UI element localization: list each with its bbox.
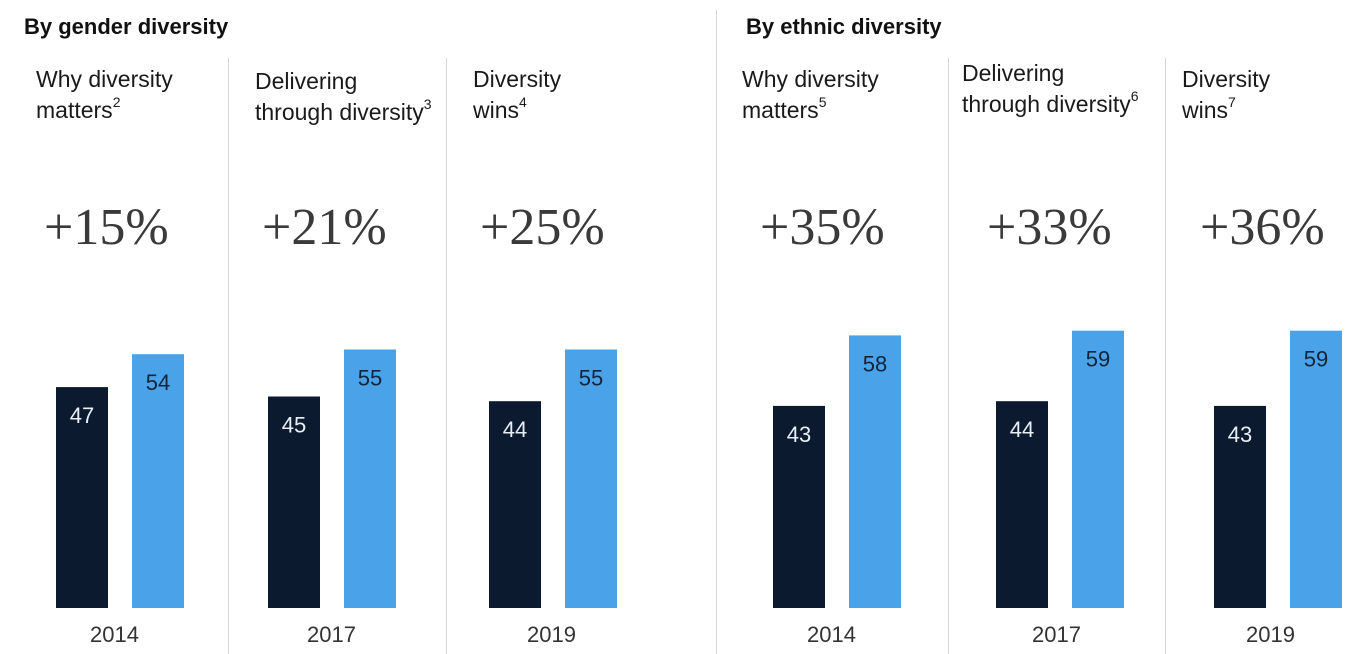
- bar-value-label: 55: [358, 366, 382, 391]
- bar-nondiverse: [56, 387, 108, 608]
- bar-value-label: 43: [1228, 422, 1252, 447]
- headline-percent: +36%: [1200, 199, 1325, 256]
- panel-divider: [948, 58, 949, 654]
- panel-title: Delivering through diversity6: [962, 60, 1139, 117]
- group-title-gender: By gender diversity: [24, 14, 229, 39]
- bar-diverse: [849, 335, 901, 608]
- bar-value-label: 59: [1304, 347, 1328, 372]
- footnote-marker: 5: [818, 94, 827, 111]
- bar-value-label: 45: [282, 413, 306, 438]
- group-divider: [716, 10, 717, 654]
- panel-title: Diversity wins7: [1182, 66, 1271, 123]
- bar-diverse: [1072, 330, 1124, 608]
- year-label: 2017: [307, 622, 356, 647]
- headline-percent: +35%: [760, 199, 885, 256]
- bar-nondiverse: [773, 405, 825, 608]
- bar-value-label: 55: [579, 366, 603, 391]
- year-label: 2019: [527, 622, 576, 647]
- year-label: 2014: [807, 622, 856, 647]
- headline-percent: +15%: [44, 199, 169, 256]
- bar-nondiverse: [489, 401, 541, 608]
- bar-nondiverse: [1214, 405, 1266, 608]
- bar-value-label: 58: [863, 351, 887, 376]
- footnote-marker: 2: [112, 94, 121, 111]
- footnote-marker: 4: [519, 94, 527, 111]
- bar-value-label: 47: [70, 403, 94, 428]
- panel-title: Why diversity matters2: [36, 66, 173, 123]
- headline-percent: +21%: [262, 199, 387, 256]
- footnote-marker: 6: [1130, 88, 1139, 105]
- bar-diverse: [1290, 330, 1342, 608]
- bar-nondiverse: [268, 396, 320, 608]
- year-label: 2019: [1246, 622, 1295, 647]
- year-label: 2014: [90, 622, 139, 647]
- bar-nondiverse: [996, 401, 1048, 608]
- bar-diverse: [565, 349, 617, 608]
- bar-value-label: 44: [1010, 417, 1034, 442]
- bar-diverse: [344, 349, 396, 608]
- headline-percent: +33%: [987, 199, 1112, 256]
- bar-value-label: 44: [503, 417, 527, 442]
- bar-value-label: 54: [146, 370, 170, 395]
- footnote-marker: 7: [1228, 94, 1236, 111]
- panel-divider: [228, 58, 229, 654]
- year-label: 2017: [1032, 622, 1081, 647]
- panel-title: Delivering through diversity3: [255, 68, 432, 125]
- bar-value-label: 59: [1086, 347, 1110, 372]
- group-title-ethnic: By ethnic diversity: [746, 14, 942, 39]
- headline-percent: +25%: [480, 199, 605, 256]
- panel-divider: [1165, 58, 1166, 654]
- panel-divider: [446, 58, 447, 654]
- panel-title: Why diversity matters5: [742, 66, 879, 123]
- footnote-marker: 3: [423, 96, 432, 113]
- bar-value-label: 43: [787, 422, 811, 447]
- bar-diverse: [132, 354, 184, 608]
- panel-title: Diversity wins4: [473, 66, 562, 123]
